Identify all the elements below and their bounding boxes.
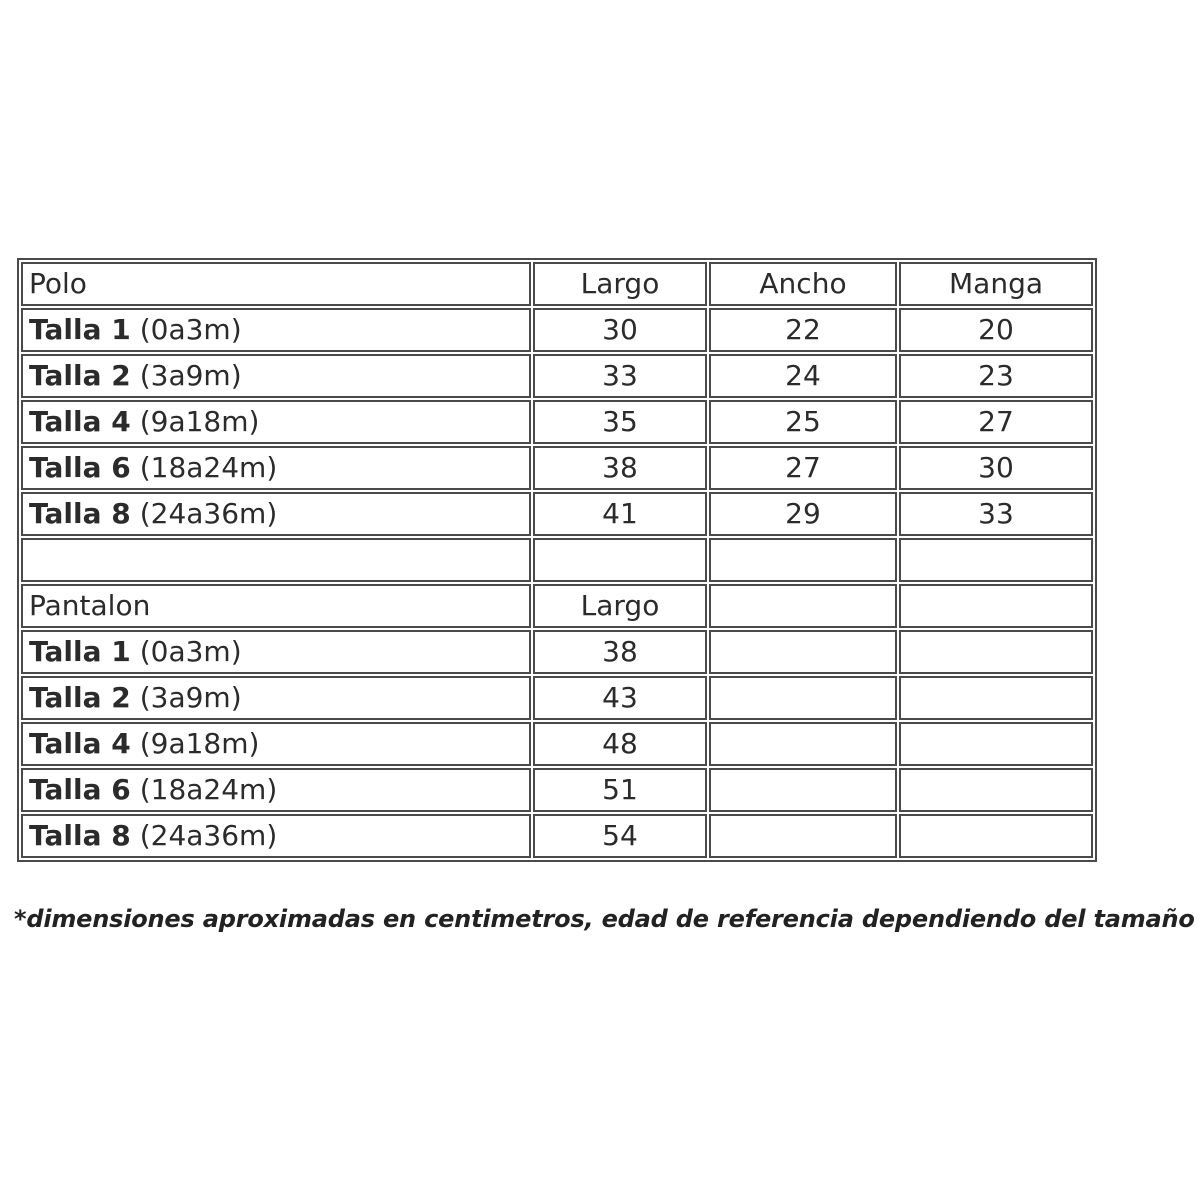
age-range: (18a24m) [139,451,278,484]
spacer-row [21,538,1093,582]
empty-cell [899,676,1093,720]
empty-cell [709,538,897,582]
largo-value-cell: 54 [533,814,707,858]
ancho-value-cell: 22 [709,308,897,352]
table-row: Talla 6 (18a24m) 51 [21,768,1093,812]
age-range: (24a36m) [139,497,278,530]
largo-value-cell: 30 [533,308,707,352]
empty-cell [709,768,897,812]
table-row: Talla 8 (24a36m) 54 [21,814,1093,858]
empty-cell [899,584,1093,628]
largo-value-cell: 43 [533,676,707,720]
size-label-cell: Talla 4 (9a18m) [21,722,531,766]
size-name: Talla 1 [29,313,131,346]
size-label-cell: Talla 1 (0a3m) [21,308,531,352]
size-label-cell: Talla 4 (9a18m) [21,400,531,444]
empty-cell [709,814,897,858]
size-label-cell: Talla 6 (18a24m) [21,446,531,490]
manga-value-cell: 27 [899,400,1093,444]
age-range: (9a18m) [139,405,260,438]
size-name: Talla 8 [29,819,131,852]
size-name: Talla 6 [29,773,131,806]
size-name: Talla 4 [29,727,131,760]
empty-cell [899,630,1093,674]
size-name: Talla 4 [29,405,131,438]
size-label-cell: Talla 1 (0a3m) [21,630,531,674]
empty-cell [21,538,531,582]
polo-header-row: Polo Largo Ancho Manga [21,262,1093,306]
ancho-value-cell: 29 [709,492,897,536]
table-row: Talla 8 (24a36m) 41 29 33 [21,492,1093,536]
empty-cell [709,676,897,720]
age-range: (0a3m) [139,313,242,346]
age-range: (3a9m) [139,681,242,714]
manga-value-cell: 33 [899,492,1093,536]
empty-cell [709,722,897,766]
table-row: Talla 1 (0a3m) 38 [21,630,1093,674]
empty-cell [899,722,1093,766]
empty-cell [899,768,1093,812]
ancho-value-cell: 25 [709,400,897,444]
size-chart-table: Polo Largo Ancho Manga Talla 1 (0a3m) 30 … [17,258,1097,862]
size-label-cell: Talla 6 (18a24m) [21,768,531,812]
age-range: (3a9m) [139,359,242,392]
largo-value-cell: 38 [533,446,707,490]
pantalon-header-row: Pantalon Largo [21,584,1093,628]
size-name: Talla 2 [29,359,131,392]
table-row: Talla 4 (9a18m) 48 [21,722,1093,766]
manga-value-cell: 20 [899,308,1093,352]
largo-value-cell: 33 [533,354,707,398]
table-row: Talla 1 (0a3m) 30 22 20 [21,308,1093,352]
manga-value-cell: 23 [899,354,1093,398]
table-row: Talla 2 (3a9m) 43 [21,676,1093,720]
table-row: Talla 6 (18a24m) 38 27 30 [21,446,1093,490]
age-range: (0a3m) [139,635,242,668]
size-label-cell: Talla 2 (3a9m) [21,354,531,398]
manga-value-cell: 30 [899,446,1093,490]
polo-section-title: Polo [21,262,531,306]
largo-value-cell: 35 [533,400,707,444]
empty-cell [709,630,897,674]
empty-cell [899,538,1093,582]
polo-col-header-ancho: Ancho [709,262,897,306]
empty-cell [533,538,707,582]
age-range: (24a36m) [139,819,278,852]
largo-value-cell: 51 [533,768,707,812]
age-range: (9a18m) [139,727,260,760]
table-row: Talla 4 (9a18m) 35 25 27 [21,400,1093,444]
age-range: (18a24m) [139,773,278,806]
largo-value-cell: 38 [533,630,707,674]
size-label-cell: Talla 8 (24a36m) [21,492,531,536]
size-label-cell: Talla 8 (24a36m) [21,814,531,858]
empty-cell [899,814,1093,858]
footnote: *dimensiones aproximadas en centimetros,… [14,905,1200,933]
pantalon-col-header-largo: Largo [533,584,707,628]
ancho-value-cell: 24 [709,354,897,398]
size-name: Talla 6 [29,451,131,484]
largo-value-cell: 48 [533,722,707,766]
empty-cell [709,584,897,628]
size-name: Talla 8 [29,497,131,530]
polo-col-header-largo: Largo [533,262,707,306]
pantalon-section-title: Pantalon [21,584,531,628]
size-name: Talla 1 [29,635,131,668]
largo-value-cell: 41 [533,492,707,536]
polo-col-header-manga: Manga [899,262,1093,306]
table-row: Talla 2 (3a9m) 33 24 23 [21,354,1093,398]
size-name: Talla 2 [29,681,131,714]
size-label-cell: Talla 2 (3a9m) [21,676,531,720]
ancho-value-cell: 27 [709,446,897,490]
